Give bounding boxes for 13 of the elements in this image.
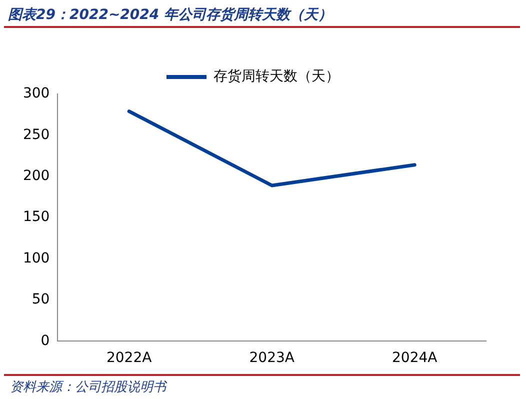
x-tick-label: 2022A	[106, 350, 152, 366]
x-tick-label: 2023A	[249, 350, 295, 366]
y-tick-label: 200	[22, 168, 50, 184]
y-tick-label: 50	[32, 292, 50, 308]
x-tick-label: 2024A	[392, 350, 438, 366]
y-tick-label: 0	[40, 332, 50, 349]
y-tick-label: 250	[22, 126, 50, 143]
y-tick-label: 300	[22, 86, 50, 102]
y-tick-label: 150	[22, 209, 50, 226]
chart-title: 图表29：2022~2024 年公司存货周转天数（天）	[4, 4, 520, 28]
y-tick-label: 100	[22, 250, 50, 266]
text: 资料来源：公司招股说明书	[4, 374, 520, 398]
legend-label: 存货周转天数（天）	[214, 68, 340, 85]
